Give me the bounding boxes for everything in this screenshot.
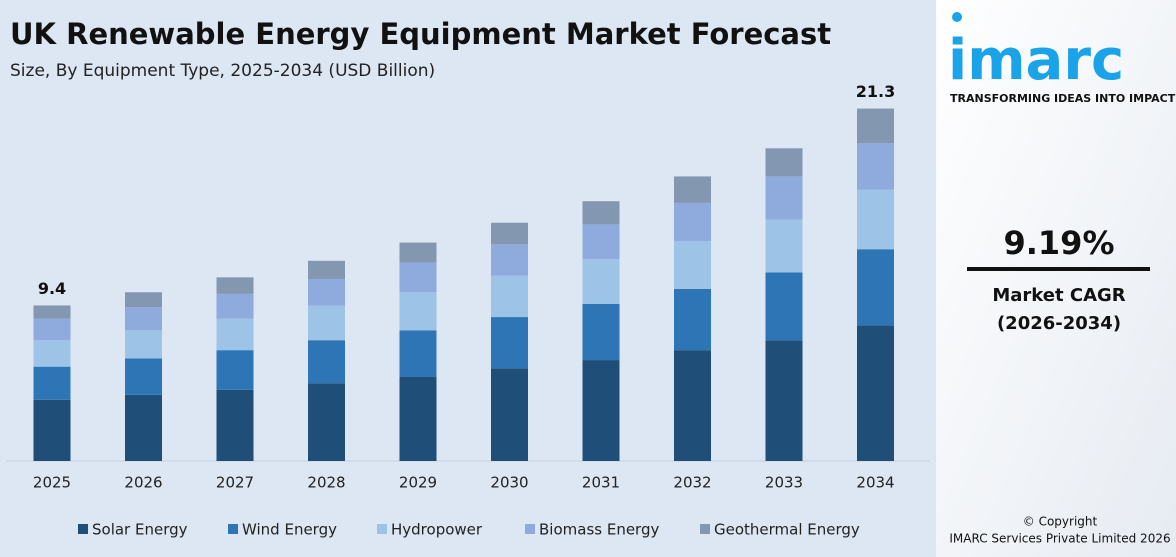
bar-segment xyxy=(491,368,528,461)
bar-segment xyxy=(308,305,345,341)
bar-segment xyxy=(216,318,254,351)
bar-segment xyxy=(308,340,345,384)
bar-segment xyxy=(674,202,711,241)
bar-segment xyxy=(399,376,437,461)
bar-segment xyxy=(765,219,803,273)
bar-segment xyxy=(216,389,254,461)
bar-segment xyxy=(308,383,345,461)
chart-subtitle: Size, By Equipment Type, 2025-2034 (USD … xyxy=(10,61,435,81)
sidebar-background xyxy=(936,0,1176,557)
bar-segment xyxy=(674,288,711,351)
bar-segment xyxy=(491,222,528,245)
bar-segment xyxy=(857,325,894,461)
bar-segment xyxy=(399,262,437,293)
logo-dot xyxy=(952,12,962,22)
bar-segment xyxy=(33,399,71,461)
x-tick-label: 2027 xyxy=(216,474,254,492)
bar-segment xyxy=(125,292,162,308)
bar-segment xyxy=(33,305,71,319)
x-tick-label: 2028 xyxy=(307,474,345,492)
x-tick-label: 2030 xyxy=(490,474,528,492)
bar-segment xyxy=(491,244,528,276)
bar-segment xyxy=(491,275,528,318)
x-tick-label: 2026 xyxy=(124,474,162,492)
bar-segment xyxy=(582,224,620,260)
bar-segment xyxy=(765,148,803,177)
legend-label: Solar Energy xyxy=(92,521,188,539)
x-tick-label: 2029 xyxy=(399,474,437,492)
bar-segment xyxy=(765,176,803,220)
bar-segment xyxy=(33,366,71,400)
tagline: TRANSFORMING IDEAS INTO IMPACT xyxy=(950,92,1176,105)
bar-segment xyxy=(857,189,894,250)
bar-segment xyxy=(216,350,254,390)
cagr-rule xyxy=(967,267,1150,271)
bar-segment xyxy=(125,330,162,359)
x-tick-label: 2033 xyxy=(765,474,803,492)
bar-segment xyxy=(491,317,528,369)
bar-segment xyxy=(308,260,345,279)
bar-segment xyxy=(582,201,620,225)
bar-segment xyxy=(216,277,254,294)
legend-label: Geothermal Energy xyxy=(714,521,860,539)
bar-segment xyxy=(125,394,162,461)
bar-segment xyxy=(857,108,894,144)
legend-swatch xyxy=(525,524,535,534)
cagr-value: 9.19% xyxy=(1003,224,1114,262)
cagr-label: Market CAGR xyxy=(992,285,1125,306)
chart-title: UK Renewable Energy Equipment Market For… xyxy=(10,17,831,51)
bar-segment xyxy=(33,318,71,341)
logo: imarc xyxy=(948,28,1124,93)
bar-segment xyxy=(674,350,711,461)
x-tick-label: 2025 xyxy=(33,474,71,492)
total-label: 9.4 xyxy=(38,279,66,298)
bar-segment xyxy=(399,242,437,263)
bar-segment xyxy=(125,358,162,395)
bar-segment xyxy=(582,259,620,304)
x-tick-label: 2031 xyxy=(582,474,620,492)
bar-segment xyxy=(857,143,894,190)
x-tick-label: 2034 xyxy=(856,474,894,492)
total-label: 21.3 xyxy=(856,82,895,101)
x-tick-label: 2032 xyxy=(673,474,711,492)
legend-swatch xyxy=(377,524,387,534)
copyright: © Copyright xyxy=(1023,515,1098,529)
legend-swatch xyxy=(228,524,238,534)
bar-segment xyxy=(399,330,437,377)
legend-label: Hydropower xyxy=(391,521,483,539)
bar-segment xyxy=(399,292,437,331)
legend-swatch xyxy=(78,524,88,534)
bar-segment xyxy=(308,279,345,306)
bar-segment xyxy=(674,176,711,203)
legend-label: Biomass Energy xyxy=(539,521,659,539)
bar-segment xyxy=(857,249,894,326)
bar-segment xyxy=(674,240,711,289)
cagr-period: (2026-2034) xyxy=(997,313,1121,334)
company: IMARC Services Private Limited 2026 xyxy=(949,532,1170,546)
legend-label: Wind Energy xyxy=(242,521,337,539)
bar-segment xyxy=(125,307,162,331)
bar-segment xyxy=(582,360,620,461)
bar-segment xyxy=(216,293,254,319)
legend-swatch xyxy=(700,524,710,534)
bar-segment xyxy=(582,303,620,361)
bar-segment xyxy=(765,340,803,461)
bar-segment xyxy=(765,272,803,341)
bar-segment xyxy=(33,340,71,367)
